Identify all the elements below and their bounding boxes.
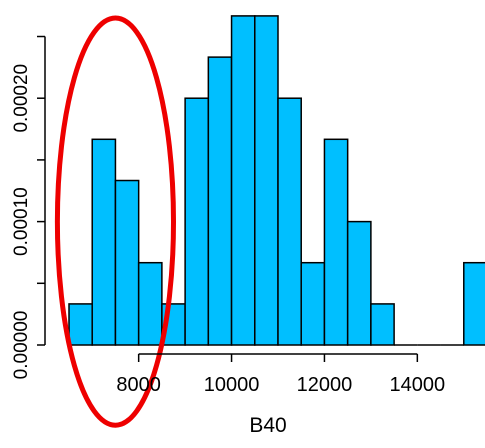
y-tick-label-1: 0.00010	[11, 187, 32, 256]
y-tick-label-2: 0.00020	[11, 64, 32, 133]
x-tick-label-3: 14000	[390, 374, 446, 396]
x-axis-label: B40	[249, 414, 286, 437]
histogram-bar-0	[68, 303, 93, 346]
histogram-bar-10	[300, 261, 326, 346]
highlight-ellipse	[54, 15, 176, 428]
bars-layer	[68, 15, 485, 346]
histogram-bar-5	[184, 97, 210, 346]
histogram-bar-1	[91, 138, 117, 346]
histogram-bar-7	[230, 15, 256, 346]
y-tick-label-0: 0.00000	[11, 311, 32, 380]
histogram-bar-6	[207, 56, 233, 346]
histogram-bar-2	[114, 179, 140, 346]
histogram-bar-17	[463, 261, 485, 346]
x-tick-label-0: 8000	[116, 374, 161, 396]
histogram-bar-3	[137, 261, 163, 346]
axes-layer: 0.00000 0.00010 0.00020 8000 10000 12000 14000	[11, 35, 446, 396]
histogram-bar-13	[370, 303, 395, 346]
annotation-layer	[54, 15, 176, 428]
histogram-bar-9	[277, 97, 302, 346]
histogram-bar-12	[346, 220, 372, 346]
x-tick-label-2: 12000	[297, 374, 353, 396]
histogram-bar-8	[254, 15, 279, 346]
histogram-bar-11	[323, 138, 349, 346]
x-tick-label-1: 10000	[204, 374, 260, 396]
